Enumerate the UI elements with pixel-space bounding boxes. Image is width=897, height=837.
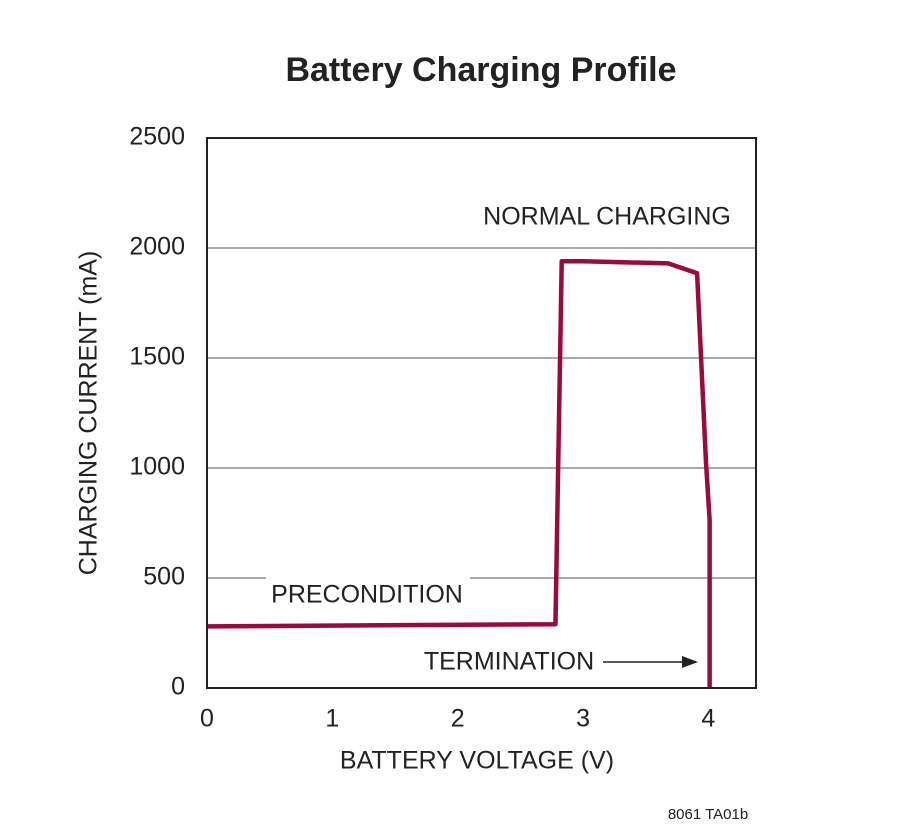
x-tick-label: 0 (200, 705, 214, 733)
plot-frame (206, 137, 757, 689)
y-tick-label: 0 (171, 673, 185, 701)
chart-title: Battery Charging Profile (285, 51, 676, 89)
data-line (206, 258, 712, 688)
y-tick-label: 500 (143, 563, 185, 591)
y-tick-label: 1000 (129, 453, 185, 481)
arrow-head (682, 656, 698, 668)
y-tick-label: 2000 (129, 233, 185, 261)
footnote: 8061 TA01b (668, 806, 748, 823)
y-tick-label: 1500 (129, 343, 185, 371)
x-tick-label: 2 (451, 705, 465, 733)
annotation: TERMINATION (424, 648, 594, 676)
x-tick-label: 1 (325, 705, 339, 733)
annotation: PRECONDITION (271, 581, 463, 609)
x-tick-label: 4 (701, 705, 715, 733)
x-tick-label: 3 (576, 705, 590, 733)
label-backdrop (266, 568, 470, 588)
annotation: NORMAL CHARGING (483, 203, 731, 231)
y-tick-label: 2500 (129, 123, 185, 151)
y-axis-label: CHARGING CURRENT (mA) (75, 251, 103, 576)
plot (206, 258, 712, 688)
x-axis-label: BATTERY VOLTAGE (V) (340, 747, 614, 775)
